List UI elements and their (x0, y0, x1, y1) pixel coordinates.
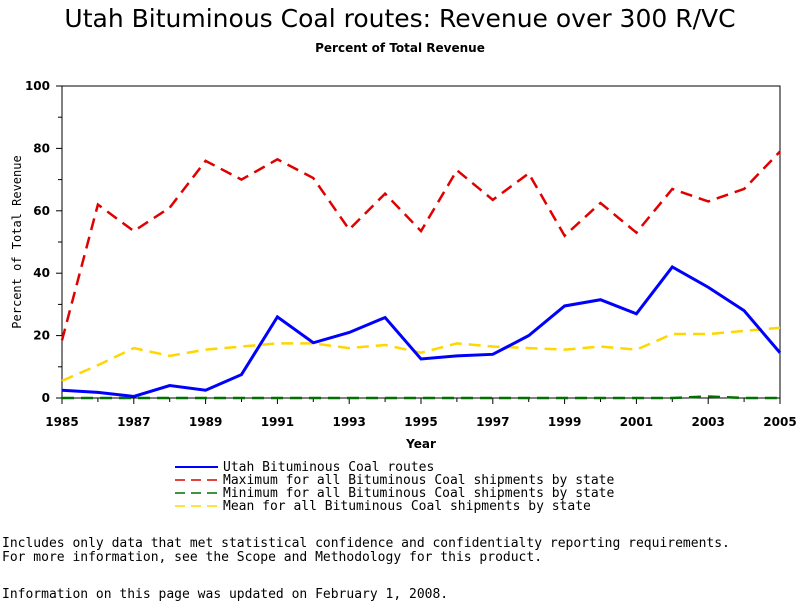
legend-label: Mean for all Bituminous Coal shipments b… (223, 499, 591, 514)
series-line (61, 326, 781, 382)
footnote-confidentiality: Includes only data that met statistical … (2, 536, 730, 551)
y-tick-label: 40 (33, 266, 50, 280)
legend-label: Minimum for all Bituminous Coal shipment… (223, 486, 615, 501)
x-tick-label: 2003 (691, 415, 724, 429)
legend-label: Maximum for all Bituminous Coal shipment… (223, 473, 615, 488)
y-tick-label: 60 (33, 204, 50, 218)
x-tick-label: 1989 (189, 415, 222, 429)
series-line (62, 395, 780, 400)
x-tick-label: 1997 (476, 415, 509, 429)
x-tick-label: 1987 (117, 415, 150, 429)
y-tick-label: 100 (25, 79, 50, 93)
x-tick-label: 1985 (45, 415, 78, 429)
axes: 1985 1987 1989 1991 1993 1995 1997 1999 2001 2003… (25, 79, 797, 429)
footnote-updated: Information on this page was updated on … (2, 587, 449, 602)
y-tick-label: 20 (33, 329, 50, 343)
series-line (61, 265, 782, 398)
y-axis-label: Percent of Total Revenue (10, 155, 24, 328)
x-tick-label: 1991 (261, 415, 294, 429)
y-tick-label: 0 (42, 391, 50, 405)
chart-subtitle: Percent of Total Revenue (315, 41, 485, 55)
x-tick-label: 2005 (763, 415, 796, 429)
series-layer (60, 150, 782, 400)
x-tick-label: 1995 (404, 415, 437, 429)
series-line (60, 150, 781, 341)
x-axis-label: Year (405, 437, 436, 451)
chart-title: Utah Bituminous Coal routes: Revenue ove… (64, 4, 736, 33)
x-tick-label: 2001 (620, 415, 653, 429)
footnote-methodology: For more information, see the Scope and … (2, 550, 543, 565)
y-tick-label: 80 (33, 141, 50, 155)
x-tick-label: 1993 (332, 415, 365, 429)
plot-frame (61, 85, 781, 399)
x-tick-label: 1999 (548, 415, 581, 429)
legend-label: Utah Bituminous Coal routes (223, 460, 434, 475)
